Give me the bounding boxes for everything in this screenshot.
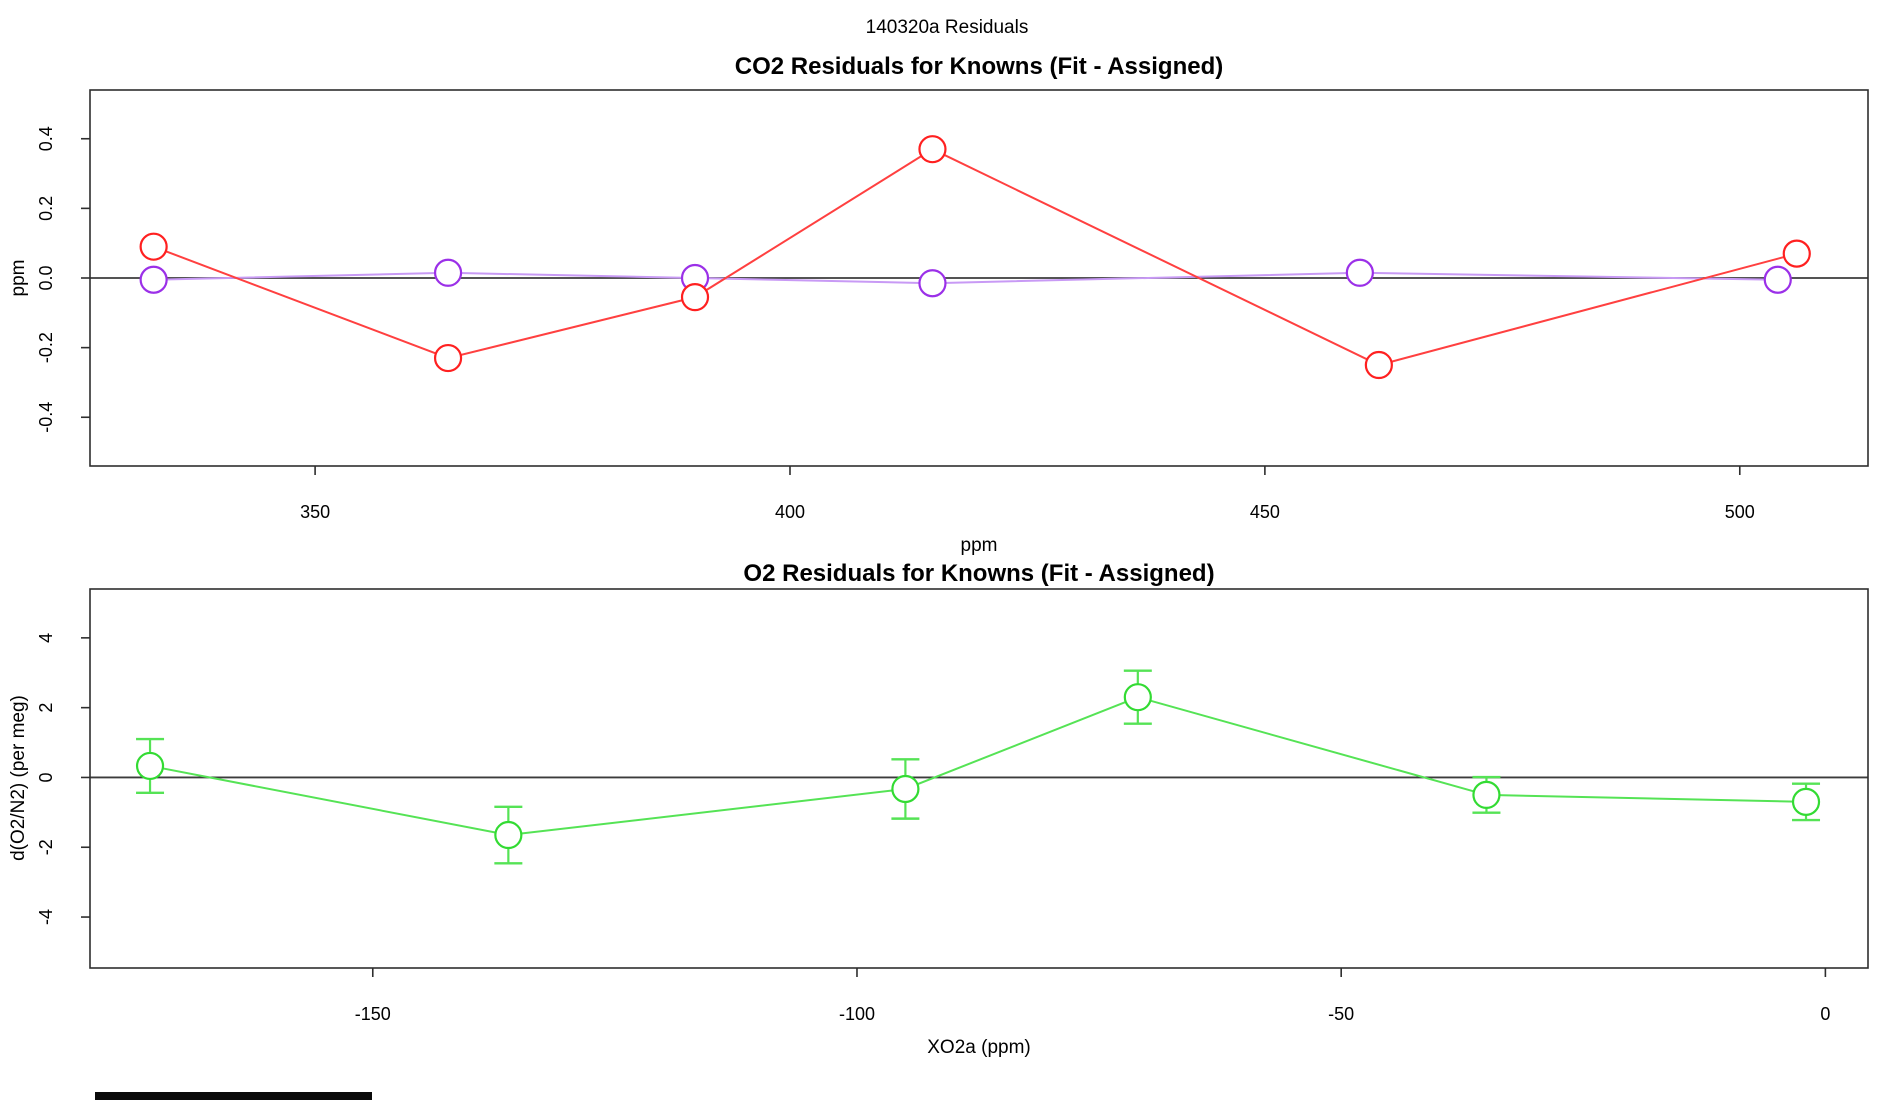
data-point-red <box>680 283 710 312</box>
data-point-red <box>1782 239 1811 268</box>
co2-residuals-chart: CO2 Residuals for Knowns (Fit - Assigned… <box>8 53 1869 556</box>
data-point-green <box>135 751 165 781</box>
o2-x-axis-label: XO2a (ppm) <box>927 1037 1030 1058</box>
y-tick-label: -2 <box>36 839 56 855</box>
data-point-purple <box>433 258 463 287</box>
data-point-green <box>494 820 523 850</box>
data-point-green <box>1123 683 1152 712</box>
y-tick-label: 0.4 <box>36 126 56 151</box>
y-tick-label: 2 <box>36 703 56 713</box>
co2-x-axis-label: ppm <box>961 535 998 556</box>
x-tick-label: -50 <box>1328 1004 1354 1024</box>
data-point-red <box>139 232 168 261</box>
y-tick-label: 0.2 <box>36 196 56 221</box>
series-line-purple <box>153 271 1778 285</box>
x-tick-label: 0 <box>1820 1004 1830 1024</box>
plot-frame <box>89 588 1869 969</box>
o2-chart-title: O2 Residuals for Knowns (Fit - Assigned) <box>743 560 1214 587</box>
data-point-green <box>1791 787 1821 816</box>
y-tick-label: 0 <box>36 772 56 782</box>
y-tick-label: -4 <box>36 909 56 925</box>
data-point-red <box>1364 350 1393 380</box>
data-point-purple <box>1763 265 1792 294</box>
data-point-purple <box>918 269 947 298</box>
data-point-red <box>433 343 463 373</box>
series-line-red <box>153 148 1798 367</box>
x-tick-label: 500 <box>1725 502 1755 522</box>
y-tick-label: -0.4 <box>36 402 56 433</box>
data-point-red <box>918 135 947 164</box>
data-point-green <box>1472 780 1501 810</box>
data-point-purple <box>1345 258 1374 287</box>
y-tick-label: 4 <box>36 633 56 643</box>
co2-chart-title: CO2 Residuals for Knowns (Fit - Assigned… <box>735 53 1223 80</box>
x-tick-label: -100 <box>839 1004 875 1024</box>
o2-residuals-chart: O2 Residuals for Knowns (Fit - Assigned)… <box>8 560 1869 1058</box>
y-tick-label: 0.0 <box>36 265 56 290</box>
co2-plot-area: 350 400 450 500 -0.4 -0.2 0.0 0.2 0.4 <box>36 89 1869 522</box>
x-tick-label: 400 <box>775 502 805 522</box>
x-tick-label: -150 <box>355 1004 391 1024</box>
o2-plot-area: -150 -100 -50 0 -4 -2 0 2 4 <box>36 588 1869 1024</box>
data-point-purple <box>139 265 168 294</box>
y-tick-label: -0.2 <box>36 332 56 363</box>
x-tick-label: 350 <box>300 502 330 522</box>
series-line-green <box>149 696 1807 837</box>
co2-y-axis-label: ppm <box>8 260 29 297</box>
partial-next-panel-bar <box>95 1092 372 1100</box>
o2-y-axis-label: d(O2/N2) (per meg) <box>8 695 29 861</box>
data-point-green <box>891 774 920 804</box>
figure-main-title: 140320a Residuals <box>866 17 1029 38</box>
x-tick-label: 450 <box>1250 502 1280 522</box>
